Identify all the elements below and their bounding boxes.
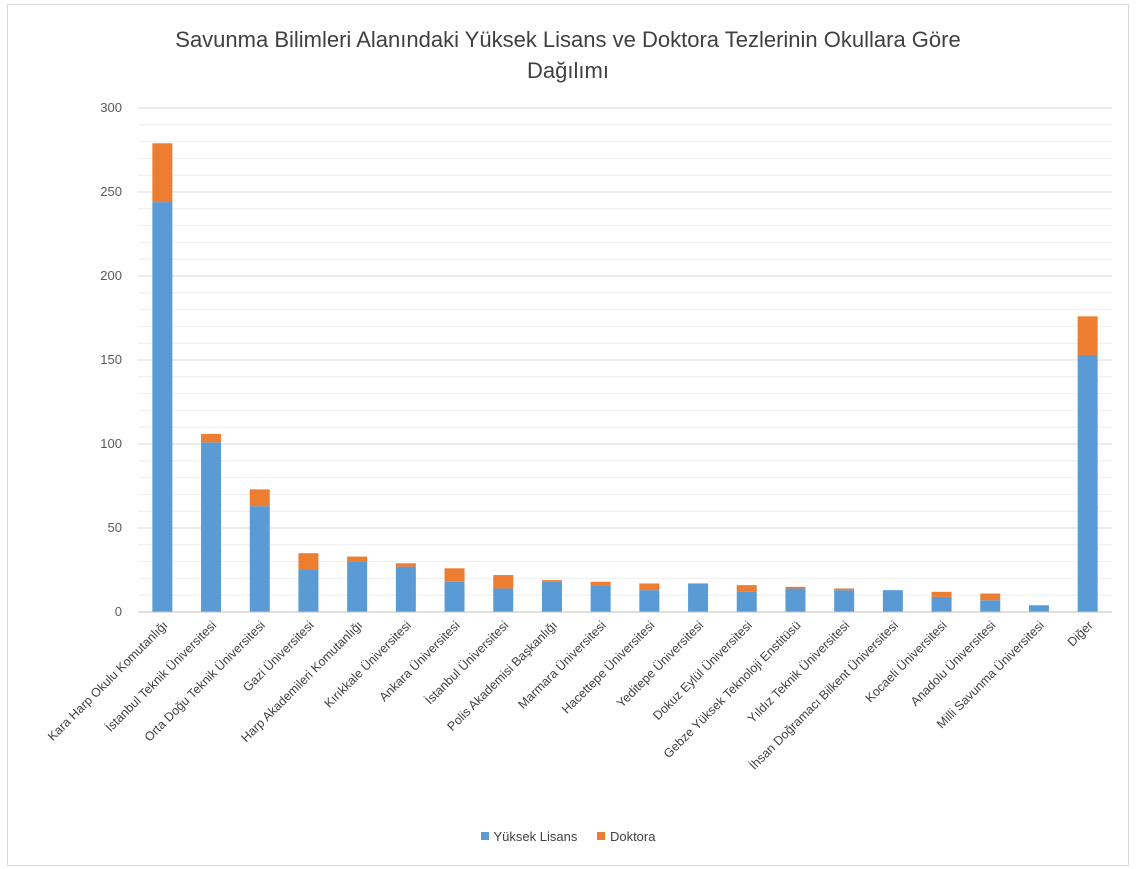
- y-tick-label: 100: [100, 436, 122, 451]
- x-tick-label: Kırıkkale Üniversitesi: [322, 618, 414, 710]
- y-tick-label: 150: [100, 352, 122, 367]
- bar-doktora: [639, 583, 660, 591]
- gridlines: [138, 107, 1112, 596]
- bar-doktora: [152, 143, 173, 203]
- bar-yuksek-lisans: [590, 585, 611, 612]
- legend-item-doktora: Doktora: [596, 828, 656, 844]
- y-tick-label: 200: [100, 268, 122, 283]
- y-tick-label: 250: [100, 184, 122, 199]
- legend-label-doktora: Doktora: [609, 828, 656, 844]
- bar-doktora: [347, 556, 368, 562]
- bar-yuksek-lisans: [834, 590, 855, 612]
- bar-yuksek-lisans: [249, 506, 270, 612]
- chart-frame: [7, 4, 1129, 866]
- x-tick-label: Dokuz Eylül Üniversitesi: [650, 618, 755, 723]
- bar-yuksek-lisans: [785, 588, 806, 612]
- y-tick-label: 0: [115, 604, 122, 619]
- bar-yuksek-lisans: [1077, 354, 1098, 612]
- y-axis-ticks: 0 50 100 150 200 250 300: [100, 100, 122, 619]
- bar-doktora: [736, 585, 757, 592]
- y-tick-label: 50: [108, 520, 122, 535]
- bar-doktora: [931, 591, 952, 597]
- bar-yuksek-lisans: [152, 202, 173, 612]
- x-tick-label: Kocaeli Üniversitesi: [863, 618, 950, 705]
- bar-doktora: [980, 593, 1001, 601]
- bar-yuksek-lisans: [395, 566, 416, 612]
- bar-doktora: [444, 568, 465, 582]
- x-tick-label: Yeditepe Üniversitesi: [614, 618, 706, 710]
- legend-item-yuksek-lisans: Yüksek Lisans: [480, 828, 578, 844]
- bar-doktora: [834, 588, 855, 591]
- bar-yuksek-lisans: [688, 583, 709, 612]
- bar-yuksek-lisans: [639, 590, 660, 612]
- bar-yuksek-lisans: [980, 600, 1001, 612]
- bar-doktora: [541, 580, 562, 582]
- bar-doktora: [1077, 316, 1098, 355]
- bars: [152, 143, 1098, 612]
- y-tick-label: 300: [100, 100, 122, 115]
- bar-doktora: [298, 553, 319, 570]
- x-tick-label: Ankara Üniversitesi: [377, 618, 463, 704]
- bar-yuksek-lisans: [1028, 605, 1049, 612]
- chart-title: Savunma Bilimleri Alanındaki Yüksek Lisa…: [0, 24, 1136, 86]
- chart-title-line-2: Dağılımı: [527, 58, 609, 83]
- bar-yuksek-lisans: [736, 591, 757, 612]
- x-tick-label: Diğer: [1065, 618, 1096, 649]
- bar-doktora: [493, 575, 514, 589]
- x-tick-label: İstanbul Üniversitesi: [422, 618, 511, 707]
- bar-doktora: [785, 586, 806, 589]
- bar-yuksek-lisans: [882, 590, 903, 612]
- bar-doktora: [201, 433, 222, 443]
- chart-title-line-1: Savunma Bilimleri Alanındaki Yüksek Lisa…: [175, 27, 961, 52]
- bar-yuksek-lisans: [931, 596, 952, 612]
- x-tick-label: Anadolu Üniversitesi: [908, 618, 998, 708]
- bar-yuksek-lisans: [298, 570, 319, 612]
- legend-swatch-yuksek-lisans: [480, 832, 489, 840]
- bar-doktora: [249, 489, 270, 507]
- bar-yuksek-lisans: [444, 581, 465, 612]
- bar-yuksek-lisans: [493, 588, 514, 612]
- bar-doktora: [590, 581, 611, 586]
- bar-yuksek-lisans: [201, 442, 222, 612]
- legend-swatch-doktora: [596, 832, 605, 840]
- bar-doktora: [395, 563, 416, 567]
- legend-label-yuksek-lisans: Yüksek Lisans: [493, 828, 578, 844]
- bar-yuksek-lisans: [347, 561, 368, 612]
- x-tick-label: Hacettepe Üniversitesi: [559, 618, 657, 716]
- bar-yuksek-lisans: [541, 581, 562, 612]
- x-tick-label: Marmara Üniversitesi: [515, 618, 608, 711]
- legend: Yüksek Lisans Doktora: [0, 828, 1136, 844]
